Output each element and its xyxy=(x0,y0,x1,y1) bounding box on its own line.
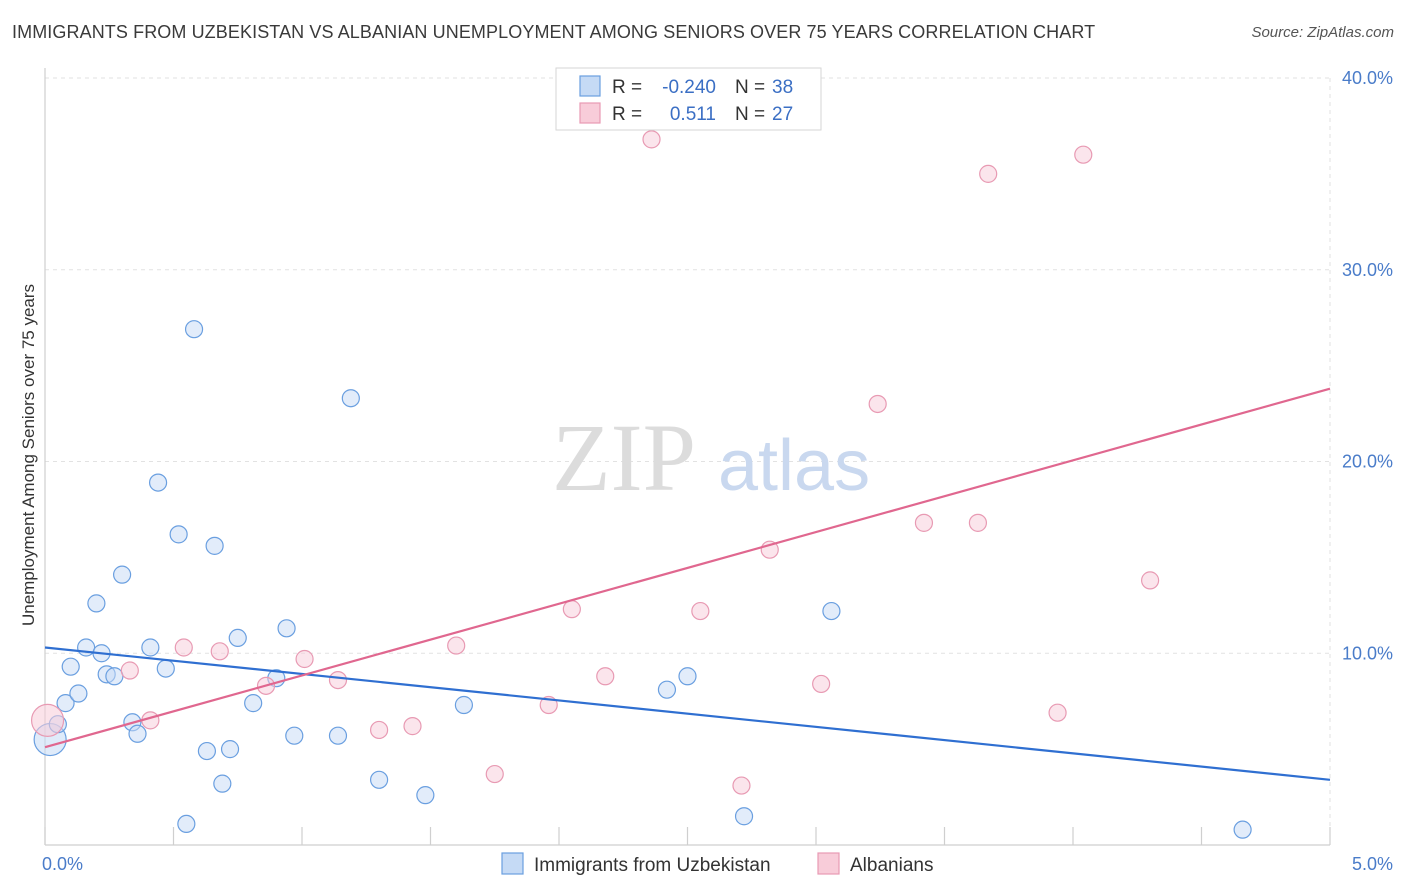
point-albanians-1 xyxy=(120,661,139,680)
legend-label-albanians: Albanians xyxy=(850,855,933,876)
point-albanians-7 xyxy=(328,670,348,690)
point-uzbekistan-13 xyxy=(141,638,160,657)
point-albanians-11 xyxy=(485,764,504,784)
point-uzbekistan-19 xyxy=(197,741,217,761)
point-albanians-24 xyxy=(1048,703,1067,722)
legend-label-uzbekistan: Immigrants from Uzbekistan xyxy=(534,855,771,876)
point-uzbekistan-36 xyxy=(822,601,841,621)
point-albanians-0 xyxy=(30,703,65,737)
stats-r-value-uzbekistan: -0.240 xyxy=(662,77,716,98)
point-uzbekistan-18 xyxy=(184,320,204,339)
point-albanians-22 xyxy=(979,164,998,183)
x-tick-label-1: 5.0% xyxy=(1352,854,1393,874)
trend-lines xyxy=(44,387,1331,781)
point-uzbekistan-17 xyxy=(177,814,196,834)
point-uzbekistan-32 xyxy=(454,695,474,715)
stats-swatch-albanians xyxy=(579,102,601,124)
trend-line-uzbekistan xyxy=(44,646,1331,781)
point-uzbekistan-14 xyxy=(148,473,168,492)
point-uzbekistan-31 xyxy=(416,786,435,805)
point-uzbekistan-10 xyxy=(112,565,132,584)
point-uzbekistan-9 xyxy=(105,667,124,686)
point-albanians-16 xyxy=(691,601,710,621)
stats-n-label-uzbekistan: N = xyxy=(735,77,765,98)
point-uzbekistan-28 xyxy=(328,726,348,745)
point-uzbekistan-24 xyxy=(244,694,263,713)
watermark: ZIP atlas xyxy=(552,404,870,511)
point-uzbekistan-20 xyxy=(205,536,224,555)
point-uzbekistan-12 xyxy=(128,724,147,743)
point-uzbekistan-3 xyxy=(61,657,80,676)
point-uzbekistan-6 xyxy=(87,594,106,613)
point-uzbekistan-27 xyxy=(285,726,304,745)
point-albanians-6 xyxy=(295,649,314,669)
stats-r-label-uzbekistan: R = xyxy=(612,77,642,98)
chart-source: Source: ZipAtlas.com xyxy=(1251,24,1394,41)
point-albanians-20 xyxy=(868,394,887,414)
point-uzbekistan-23 xyxy=(228,628,247,648)
y-tick-label-1: 20.0% xyxy=(1342,452,1393,472)
watermark-zip: ZIP xyxy=(552,404,696,511)
point-uzbekistan-22 xyxy=(220,740,240,759)
watermark-atlas: atlas xyxy=(718,426,870,506)
point-uzbekistan-2 xyxy=(56,694,75,713)
y-axis-label: Unemployment Among Seniors over 75 years xyxy=(19,284,38,626)
stats-n-label-albanians: N = xyxy=(735,104,765,125)
point-albanians-13 xyxy=(562,600,581,619)
y-tick-label-2: 30.0% xyxy=(1342,260,1393,280)
point-uzbekistan-21 xyxy=(213,774,232,793)
point-uzbekistan-26 xyxy=(277,619,296,638)
point-uzbekistan-37 xyxy=(1233,820,1252,839)
point-uzbekistan-33 xyxy=(657,680,677,699)
tick-labels: 10.0% 20.0% 30.0% 40.0% 0.0% 5.0% xyxy=(42,68,1393,874)
point-albanians-14 xyxy=(596,667,615,686)
legend-swatch-albanians xyxy=(817,852,840,875)
point-uzbekistan-30 xyxy=(370,770,389,789)
point-albanians-4 xyxy=(210,642,229,661)
data-points xyxy=(30,130,1252,839)
point-albanians-10 xyxy=(447,636,466,655)
point-albanians-8 xyxy=(370,720,389,740)
stats-swatch-uzbekistan xyxy=(579,75,601,97)
point-uzbekistan-16 xyxy=(169,525,188,544)
point-albanians-26 xyxy=(1140,571,1160,590)
stats-r-label-albanians: R = xyxy=(612,104,642,125)
point-albanians-23 xyxy=(968,513,988,532)
point-albanians-15 xyxy=(642,130,661,149)
stats-r-value-albanians: 0.511 xyxy=(670,104,716,125)
stats-legend-box: R = -0.240 N = 38 R = 0.511 N = 27 xyxy=(555,67,822,131)
legend-swatch-uzbekistan xyxy=(501,852,524,875)
point-albanians-17 xyxy=(732,776,751,795)
y-tick-label-0: 10.0% xyxy=(1342,643,1393,663)
point-uzbekistan-15 xyxy=(156,659,175,678)
stats-n-value-albanians: 27 xyxy=(772,104,793,125)
chart-title: IMMIGRANTS FROM UZBEKISTAN VS ALBANIAN U… xyxy=(12,22,1096,42)
x-tick-label-0: 0.0% xyxy=(42,854,83,874)
point-uzbekistan-29 xyxy=(341,389,360,408)
bottom-legend: Immigrants from Uzbekistan Albanians xyxy=(501,852,933,876)
y-tick-label-3: 40.0% xyxy=(1342,68,1393,88)
point-albanians-9 xyxy=(403,717,422,736)
point-uzbekistan-35 xyxy=(734,807,754,826)
stats-n-value-uzbekistan: 38 xyxy=(772,77,793,98)
point-uzbekistan-34 xyxy=(678,667,697,686)
point-albanians-19 xyxy=(812,674,831,694)
point-albanians-21 xyxy=(914,513,934,532)
point-uzbekistan-4 xyxy=(69,684,88,703)
point-albanians-25 xyxy=(1074,145,1093,164)
point-albanians-3 xyxy=(174,638,193,657)
trend-line-albanians xyxy=(44,387,1331,749)
